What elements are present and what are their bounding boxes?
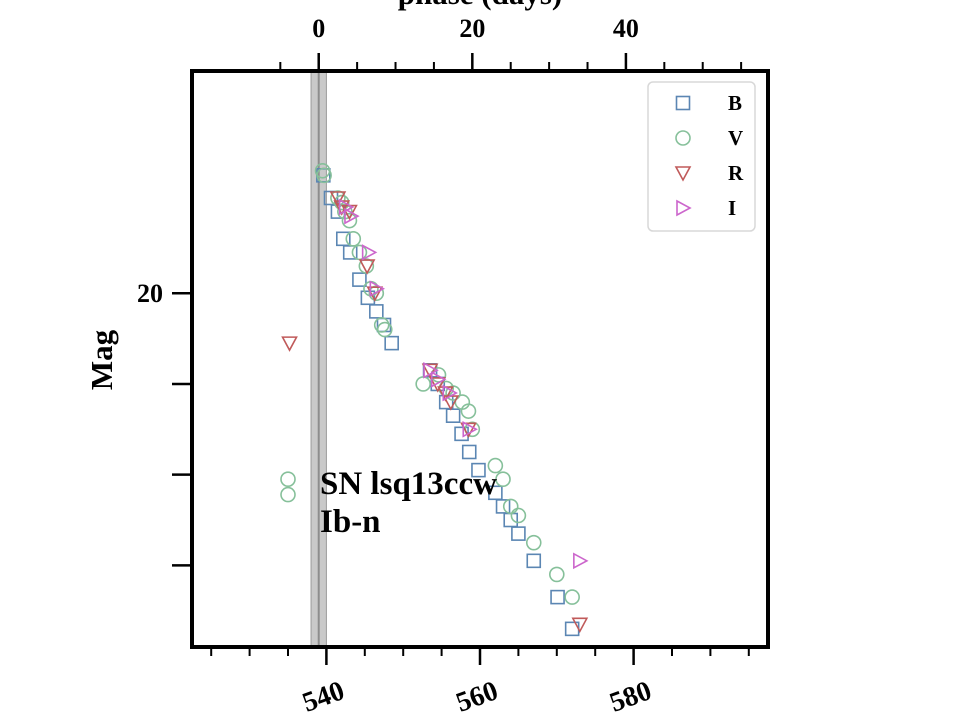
annotation-type: Ib-n — [320, 504, 381, 540]
point-i-1 — [344, 207, 360, 225]
legend-marker-r — [674, 166, 692, 182]
point-v-22 — [487, 457, 504, 474]
point-v-1 — [280, 486, 296, 503]
point-i-5 — [430, 371, 447, 388]
top-tick-label-40: 40 — [613, 14, 639, 43]
point-r-11 — [571, 617, 589, 634]
point-b-17 — [488, 485, 503, 501]
point-v-18 — [445, 385, 461, 401]
point-v-3 — [316, 167, 332, 184]
y-tick-label-20: 20 — [137, 279, 163, 308]
point-i-7 — [462, 420, 478, 438]
point-b-6 — [360, 290, 376, 306]
point-b-18 — [495, 499, 511, 514]
point-r-0 — [281, 336, 298, 352]
legend-box — [647, 81, 756, 232]
point-v-14 — [376, 321, 393, 338]
point-v-26 — [525, 534, 542, 551]
point-r-6 — [421, 363, 439, 380]
top-axis-title: phase (days) — [398, 0, 563, 11]
legend-label-b: B — [728, 91, 742, 115]
point-r-10 — [460, 422, 477, 438]
point-v-13 — [373, 317, 390, 333]
point-b-16 — [471, 462, 486, 478]
point-r-1 — [329, 191, 347, 207]
data-points — [280, 162, 589, 637]
point-r-4 — [358, 259, 376, 275]
top-tick-label-0: 0 — [312, 14, 325, 43]
point-v-28 — [564, 589, 580, 605]
point-r-5 — [366, 286, 384, 302]
point-b-5 — [352, 272, 367, 287]
point-b-21 — [526, 553, 542, 569]
point-b-13 — [445, 408, 461, 423]
point-b-7 — [369, 304, 384, 319]
point-v-7 — [341, 212, 358, 229]
annotation-name: SN lsq13ccw — [320, 466, 497, 502]
legend-label-v: V — [728, 126, 743, 150]
point-v-20 — [460, 403, 477, 419]
series-r — [281, 191, 589, 634]
point-b-20 — [511, 526, 526, 541]
legend-marker-b — [675, 95, 691, 111]
x-tick-label-560: 560 — [452, 675, 502, 718]
top-tick-label-20: 20 — [459, 14, 485, 43]
point-v-24 — [502, 498, 519, 515]
point-v-23 — [495, 471, 511, 487]
point-b-15 — [461, 444, 477, 460]
point-v-9 — [351, 244, 368, 261]
x-tick-label-580: 580 — [606, 675, 656, 718]
point-i-2 — [361, 244, 378, 261]
x-tick-label-540: 540 — [298, 675, 348, 718]
point-i-4 — [423, 361, 439, 379]
point-v-12 — [368, 285, 385, 302]
series-i — [338, 198, 589, 570]
point-v-8 — [345, 231, 362, 247]
point-v-0 — [280, 471, 296, 487]
point-b-9 — [384, 335, 399, 351]
y-axis-title: Mag — [84, 329, 119, 390]
point-v-27 — [548, 566, 565, 583]
point-i-3 — [369, 280, 386, 298]
legend-marker-i — [676, 199, 692, 217]
point-i-8 — [573, 552, 589, 570]
point-v-15 — [415, 376, 431, 392]
point-b-22 — [550, 589, 565, 605]
legend-marker-v — [675, 130, 691, 146]
point-i-6 — [442, 384, 458, 402]
legend-label-r: R — [728, 161, 744, 185]
legend-label-i: I — [728, 196, 736, 220]
point-v-25 — [510, 507, 527, 524]
